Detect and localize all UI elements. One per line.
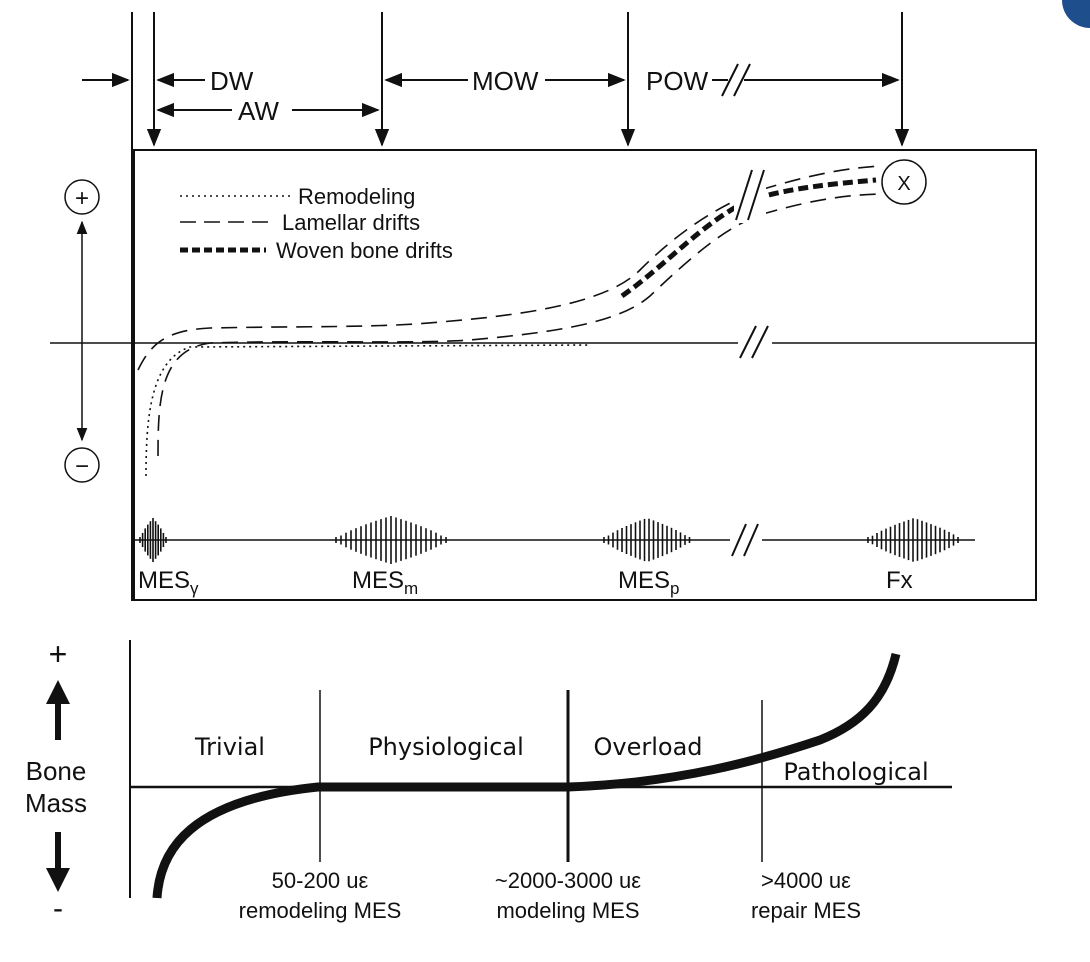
zone-trivial: Trivial — [194, 733, 265, 761]
legend-label-woven: Woven bone drifts — [276, 238, 453, 263]
signal-bursts — [139, 516, 959, 564]
pow-break-icon — [712, 63, 760, 97]
bottom-minus: - — [53, 892, 63, 925]
corner-accent — [1062, 0, 1090, 28]
woven-bone-drift-curve — [620, 177, 877, 299]
bone-mass-curve — [152, 652, 901, 899]
mow-label: MOW — [472, 66, 539, 96]
burst-mes-m — [335, 516, 447, 564]
zone-physiological: Physiological — [368, 733, 524, 761]
burst-mes-p — [603, 518, 691, 562]
signal-break-icon — [731, 523, 759, 557]
dw-label: DW — [210, 66, 254, 96]
threshold-label-repair: repair MES — [751, 898, 861, 923]
mes-m-label: MESm — [352, 567, 418, 598]
pow-label: POW — [646, 66, 709, 96]
threshold-label-remodeling: remodeling MES — [239, 898, 402, 923]
top-panel: DW AW MOW POW + − Remodeling Lamellar dr… — [50, 12, 1037, 601]
zone-pathological: Pathological — [783, 758, 928, 786]
zone-overload: Overload — [593, 733, 702, 761]
minus-circle — [64, 447, 100, 483]
mes-v-label: MESγ — [138, 567, 199, 598]
top-panel-frame — [131, 149, 1037, 601]
legend-label-lamellar: Lamellar drifts — [282, 210, 420, 235]
threshold-value-modeling: ~2000-3000 uε — [495, 868, 641, 893]
threshold-label-modeling: modeling MES — [496, 898, 639, 923]
fracture-marker-circle — [881, 159, 927, 205]
fracture-marker-label: X — [897, 173, 910, 195]
plus-circle — [64, 179, 100, 215]
plus-sign: + — [75, 185, 89, 212]
threshold-value-repair: >4000 uε — [761, 868, 851, 893]
legend-label-remodeling: Remodeling — [298, 184, 415, 209]
bottom-panel: + Bone Mass - Trivial Physiological Over… — [25, 636, 952, 925]
minus-sign: − — [75, 453, 89, 480]
fx-label: Fx — [886, 567, 913, 594]
burst-fx — [867, 518, 959, 562]
threshold-value-remodeling: 50-200 uε — [272, 868, 369, 893]
remodeling-curve — [145, 344, 591, 477]
burst-mes-v — [139, 518, 167, 562]
bone-mass-label-line2: Mass — [25, 788, 87, 818]
bone-mass-label-line1: Bone — [26, 756, 87, 786]
aw-label: AW — [238, 96, 279, 126]
zero-line-break-icon — [739, 325, 769, 359]
bottom-plus: + — [49, 636, 68, 672]
mes-p-label: MESp — [618, 567, 679, 598]
lamellar-drift-curve-inner — [157, 193, 881, 457]
curve-break-icon — [735, 169, 765, 221]
